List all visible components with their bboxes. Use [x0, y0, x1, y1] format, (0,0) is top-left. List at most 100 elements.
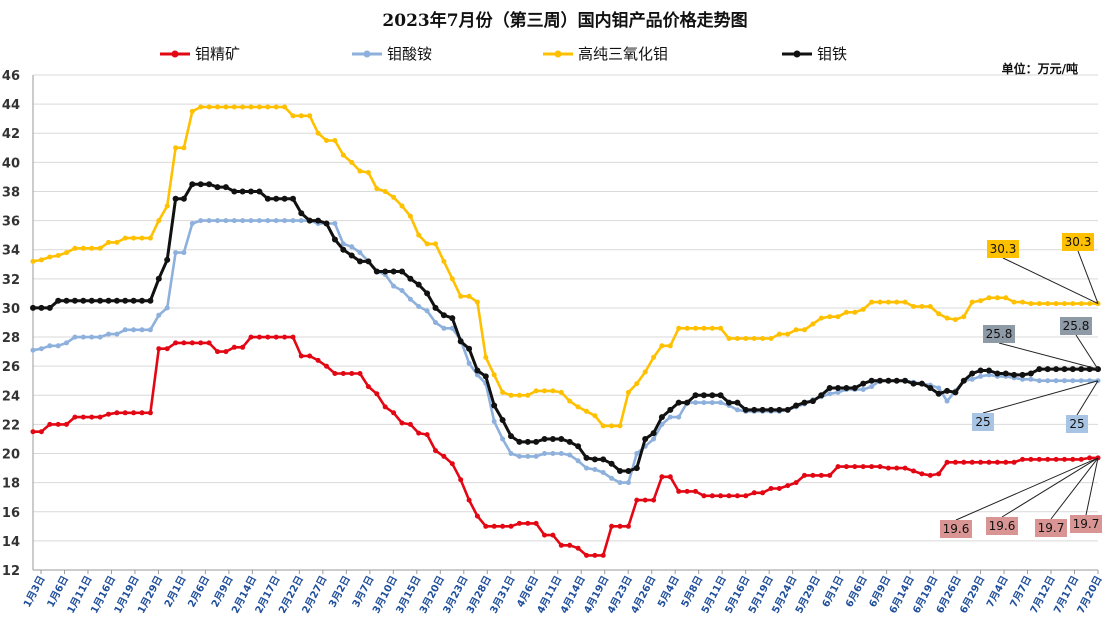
plot-area [30, 104, 1101, 558]
data-point [215, 218, 220, 224]
data-point [768, 336, 774, 341]
data-point [106, 331, 111, 337]
data-point [382, 404, 388, 410]
data-label-box [987, 240, 1019, 258]
data-point [248, 334, 254, 340]
leader-line [1002, 257, 1099, 305]
data-point [734, 336, 740, 341]
x-tick-label: 7月4日 [984, 574, 1011, 610]
data-point [1003, 459, 1009, 465]
data-point [650, 430, 657, 437]
data-point [877, 464, 883, 470]
data-label-box [1062, 233, 1094, 251]
data-point [869, 299, 875, 305]
data-point [222, 184, 229, 191]
data-point [139, 327, 145, 333]
data-point [131, 410, 137, 416]
data-point [189, 221, 195, 226]
data-point [323, 220, 330, 227]
data-point [357, 168, 363, 174]
data-point [977, 367, 984, 374]
data-point [642, 436, 649, 442]
data-point [617, 523, 623, 529]
data-point [885, 299, 891, 305]
data-point [633, 465, 640, 472]
data-point [516, 392, 522, 398]
data-point [273, 104, 279, 110]
data-point [994, 295, 1000, 301]
data-point [952, 389, 959, 396]
data-point [483, 354, 489, 360]
data-point [600, 552, 606, 558]
data-point [785, 331, 791, 337]
legend-label: 高纯三氧化钼 [578, 45, 668, 63]
data-point [407, 421, 413, 427]
series-2 [30, 104, 1101, 429]
data-point [332, 371, 338, 376]
data-point [617, 423, 623, 429]
data-point [1062, 378, 1067, 384]
data-point [877, 299, 883, 305]
legend-item: 高纯三氧化钼 [543, 45, 668, 63]
data-point [533, 520, 539, 526]
legend-item: 钼精矿 [160, 45, 240, 63]
data-point [978, 459, 984, 465]
data-point [835, 464, 841, 470]
data-point [147, 297, 154, 304]
data-point [500, 389, 506, 395]
data-point [935, 390, 942, 397]
data-point [483, 523, 489, 529]
data-point [709, 400, 715, 406]
data-point [231, 344, 237, 350]
data-point [282, 334, 288, 340]
data-point [424, 241, 430, 247]
data-point [1087, 378, 1093, 384]
data-point [944, 387, 951, 394]
y-tick-label: 38 [2, 185, 20, 200]
data-point [189, 340, 195, 346]
data-point [860, 464, 866, 470]
data-point [189, 181, 196, 188]
data-point [391, 283, 397, 289]
data-point [600, 456, 607, 463]
data-point [567, 398, 573, 404]
data-point [961, 459, 967, 465]
data-point [114, 331, 120, 337]
legend-label: 钼铁 [817, 45, 847, 63]
data-point [97, 245, 103, 251]
legend-item: 钼铁 [782, 45, 847, 63]
data-point [869, 384, 875, 390]
data-point [256, 188, 263, 195]
series-1 [30, 218, 1101, 486]
x-tick-label: 1月3日 [21, 574, 48, 610]
data-point [482, 373, 489, 380]
data-point [390, 268, 397, 275]
data-point [164, 203, 170, 209]
data-point [373, 268, 380, 275]
data-point [1045, 378, 1051, 384]
data-point [667, 414, 673, 420]
data-point [71, 297, 78, 304]
data-point [827, 314, 833, 320]
data-point [1028, 301, 1034, 307]
data-point [936, 471, 942, 477]
data-point [500, 523, 506, 529]
data-point [776, 331, 782, 337]
legend-marker [171, 50, 179, 58]
data-point [290, 334, 296, 340]
data-point [776, 486, 782, 491]
y-tick-label: 36 [2, 215, 20, 230]
leader-line [1085, 457, 1099, 516]
data-point [868, 377, 875, 384]
data-point [38, 346, 44, 352]
data-point [944, 315, 950, 321]
data-point [248, 104, 254, 110]
data-point [365, 384, 371, 390]
data-point [164, 346, 170, 352]
data-point [382, 268, 389, 275]
data-point [298, 113, 304, 119]
x-tick-label: 3月2日 [326, 574, 353, 610]
data-point [307, 353, 313, 359]
data-point [1020, 456, 1025, 462]
data-point [583, 454, 590, 461]
